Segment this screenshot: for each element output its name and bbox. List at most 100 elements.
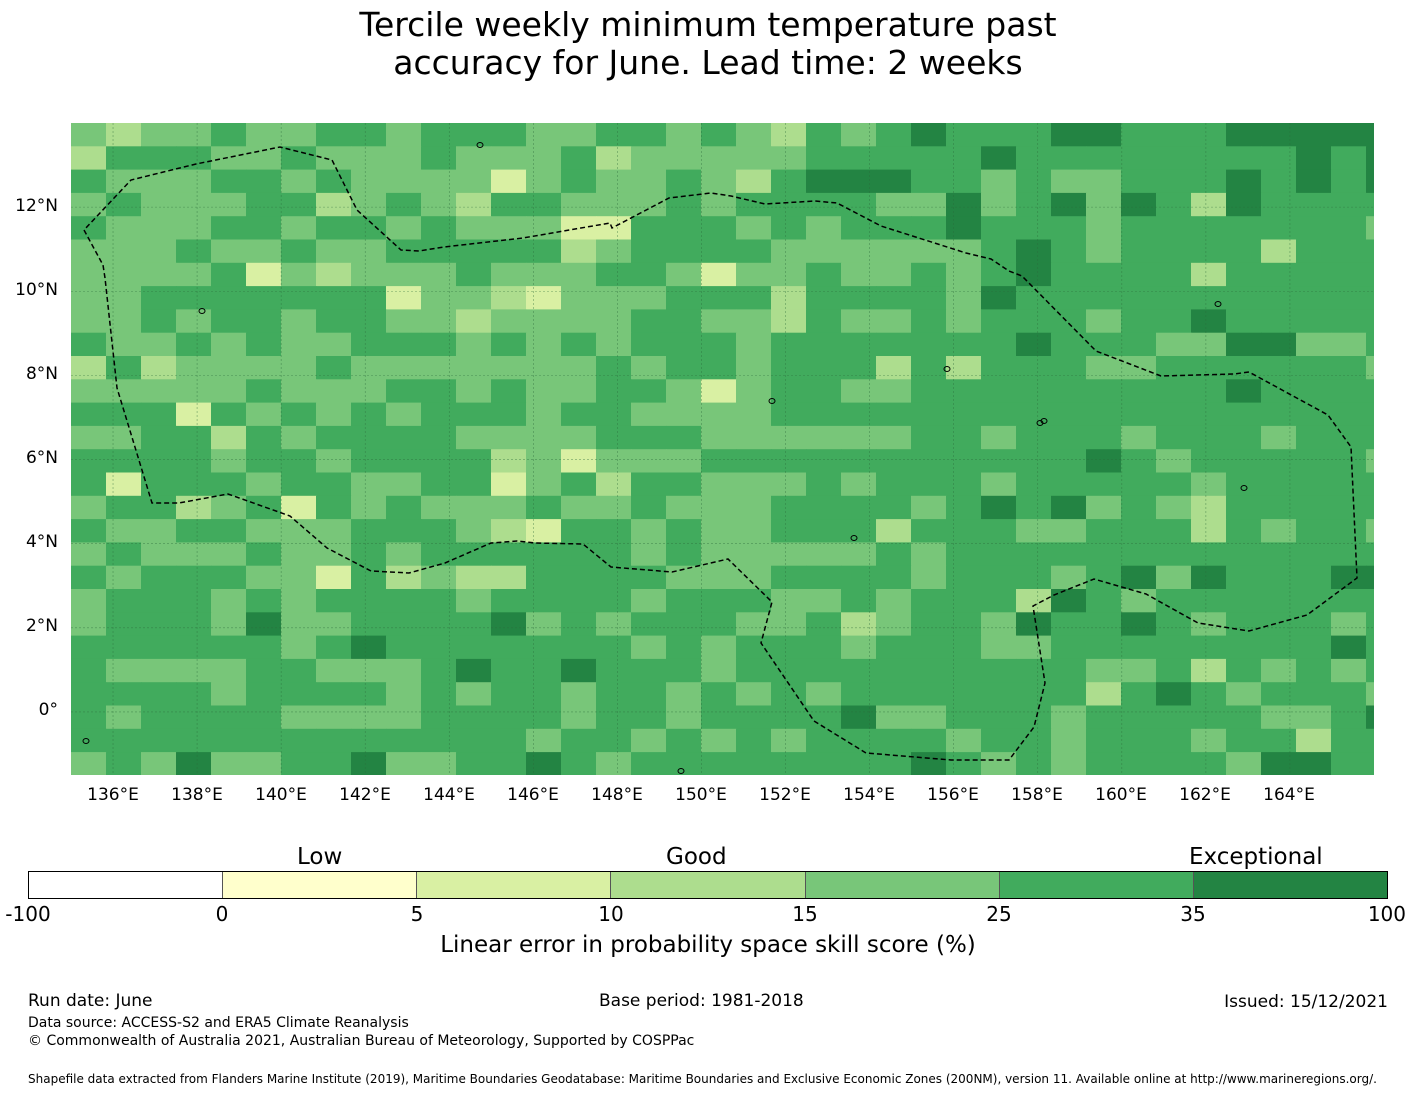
skill-cell — [736, 682, 772, 706]
skill-cell — [981, 262, 1017, 287]
skill-cell — [386, 682, 422, 706]
skill-cell — [456, 425, 492, 450]
skill-cell — [211, 449, 247, 473]
skill-cell — [876, 728, 912, 753]
skill-cell — [246, 286, 282, 310]
skill-cell — [701, 192, 737, 217]
skill-cell — [806, 239, 842, 264]
skill-cell — [1191, 216, 1227, 240]
skill-cell — [561, 332, 597, 357]
skill-cell — [631, 192, 667, 217]
skill-cell — [561, 565, 597, 590]
skill-cell — [1156, 123, 1192, 147]
skill-cell — [1121, 286, 1157, 310]
skill-cell — [876, 402, 912, 427]
category-good: Good — [666, 844, 727, 870]
skill-cell — [141, 519, 177, 543]
skill-cell — [666, 612, 702, 637]
skill-cell — [421, 286, 457, 310]
skill-cell — [1051, 519, 1087, 543]
skill-cell — [176, 752, 212, 775]
skill-cell — [631, 402, 667, 427]
skill-cell — [596, 565, 632, 590]
skill-cell — [351, 542, 387, 567]
skill-cell — [526, 309, 562, 334]
skill-cell — [246, 542, 282, 567]
skill-cell — [211, 565, 247, 590]
skill-cell — [1261, 286, 1297, 310]
skill-cell — [911, 216, 947, 240]
skill-cell — [911, 519, 947, 543]
skill-cell — [456, 239, 492, 264]
skill-cell — [841, 146, 877, 171]
skill-cell — [981, 123, 1017, 147]
skill-cell — [281, 635, 317, 660]
skill-cell — [246, 658, 282, 683]
skill-cell — [1156, 239, 1192, 264]
skill-cell — [981, 146, 1017, 171]
skill-cell — [1226, 752, 1262, 775]
skill-cell — [491, 379, 527, 404]
skill-cell — [141, 752, 177, 775]
skill-cell — [1331, 356, 1367, 380]
skill-cell — [1191, 286, 1227, 310]
skill-cell — [771, 565, 807, 590]
skill-cell — [211, 356, 247, 380]
skill-cell — [806, 146, 842, 171]
skill-cell — [911, 356, 947, 380]
skill-cell — [561, 449, 597, 473]
skill-cell — [1121, 682, 1157, 706]
lon-label-148e: 148°E — [591, 785, 643, 805]
skill-cell — [1121, 519, 1157, 543]
skill-cell — [106, 146, 142, 171]
skill-cell — [491, 752, 527, 775]
skill-cell — [666, 262, 702, 287]
skill-cell — [946, 449, 982, 473]
skill-cell — [841, 262, 877, 287]
skill-cell — [246, 519, 282, 543]
island-outline — [768, 398, 776, 404]
skill-cell — [176, 146, 212, 171]
skill-cell — [1051, 635, 1087, 660]
skill-cell — [561, 495, 597, 520]
skill-cell — [71, 519, 107, 543]
skill-cell — [351, 495, 387, 520]
skill-cell — [981, 239, 1017, 264]
skill-cell — [806, 495, 842, 520]
skill-cell — [631, 356, 667, 380]
skill-cell — [176, 705, 212, 730]
skill-cell — [1191, 425, 1227, 450]
skill-cell — [1226, 169, 1262, 194]
skill-cell — [876, 519, 912, 543]
skill-cell — [71, 379, 107, 404]
skill-cell — [421, 728, 457, 753]
skill-cell — [1051, 542, 1087, 567]
skill-cell — [1366, 495, 1374, 520]
skill-cell — [456, 519, 492, 543]
skill-cell — [666, 519, 702, 543]
skill-cell — [701, 449, 737, 473]
skill-cell — [351, 309, 387, 334]
skill-cell — [176, 612, 212, 637]
skill-cell — [1226, 356, 1262, 380]
skill-cell — [1051, 169, 1087, 194]
skill-cell — [106, 658, 142, 683]
skill-cell — [106, 495, 142, 520]
skill-cell — [1086, 565, 1122, 590]
skill-cell — [1016, 565, 1052, 590]
skill-cell — [806, 309, 842, 334]
skill-cell — [596, 356, 632, 380]
skill-cell — [421, 705, 457, 730]
skill-cell — [1296, 682, 1332, 706]
skill-cell — [281, 239, 317, 264]
skill-cell — [1156, 635, 1192, 660]
skill-cell — [106, 379, 142, 404]
skill-cell — [141, 402, 177, 427]
colorbar-tick: 25 — [986, 902, 1012, 926]
skill-cell — [1191, 752, 1227, 775]
colorbar-tick: 15 — [792, 902, 818, 926]
skill-cell — [1296, 356, 1332, 380]
skill-cell — [1261, 239, 1297, 264]
skill-cell — [911, 379, 947, 404]
skill-cell — [246, 123, 282, 147]
